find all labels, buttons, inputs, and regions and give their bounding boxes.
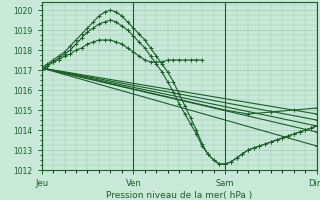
X-axis label: Pression niveau de la mer( hPa ): Pression niveau de la mer( hPa ): [106, 191, 252, 200]
